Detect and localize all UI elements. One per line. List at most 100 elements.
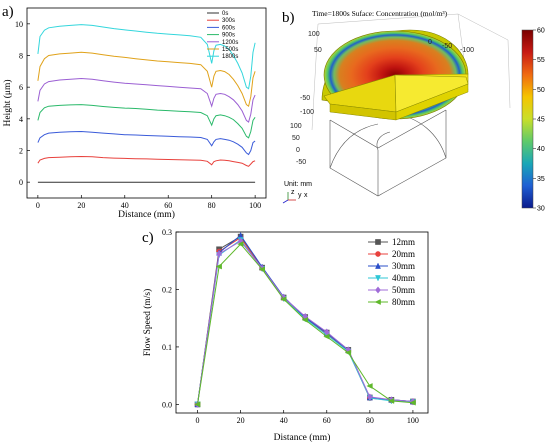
axis-y-label: y [298,192,302,199]
data-point-marker [280,296,287,303]
colorbar-tick-label: 60 [537,28,545,35]
tick-label: -50 [296,159,306,166]
axis-tick-labels: 0 -50 -100 100 50 -50 -100 100 50 0 -50 [290,31,474,166]
tick-label: 50 [292,135,300,142]
plot-frame-c [175,231,429,414]
legend-label: 1800s [222,54,238,60]
tick-label: -100 [460,47,474,54]
flow-speed-chart: c) 0.0 0.1 0.2 0.3 0 20 40 60 80 100 12mm 20mm 30m… [142,228,429,443]
chart-panel-c: c) 0.0 0.1 0.2 0.3 0 20 40 60 80 100 12mm 20mm 30m… [140,222,440,447]
x-tick-label: 0 [196,416,200,425]
plot-border-c [175,231,429,414]
wireframe-box [329,109,447,197]
x-tick-label: 40 [280,416,288,425]
y-tick-label: 8 [19,52,23,61]
series-line [197,239,413,405]
tick-label: 50 [314,47,322,54]
legend-label: 1500s [222,47,238,53]
data-point-marker [374,299,381,305]
legend-entry: 30mm [368,261,415,271]
data-point-marker [344,349,352,356]
colorbar-tick-label: 40 [537,146,545,153]
y-tick-label: 0.3 [162,228,172,237]
legend-entry: 20mm [368,249,415,259]
x-tick-label: 60 [164,201,172,210]
y-ticks-c: 0.0 0.1 0.2 0.3 [162,228,179,409]
legend-entry: 80mm [368,297,415,307]
colorbar [521,29,534,209]
legend-label: 600s [222,25,235,31]
data-point-marker [375,275,381,282]
legend-label: 20mm [392,249,415,259]
y-tick-label: 2 [19,147,23,156]
x-tick-label: 80 [208,201,216,210]
simulation-panel-b: b) Time=1800s Suface: Concentration (mol… [278,0,550,222]
y-tick-label: 10 [15,20,23,29]
tick-label: 100 [290,123,302,130]
legend-label: 0s [222,11,228,17]
x-tick-label: 0 [36,201,40,210]
legend-entry: 50mm [368,285,415,295]
legend-label: 50mm [392,285,415,295]
data-point-marker [215,263,222,270]
colorbar-tick-label: 50 [537,87,545,94]
legend-label: 900s [222,33,235,39]
tick-label: 100 [308,31,320,38]
x-ticks-c: 0 20 40 60 80 100 [196,410,419,425]
dome-model [321,29,469,121]
data-point-marker [194,401,201,408]
y-tick-label: 0.0 [162,400,172,409]
concentration-3d-render: b) Time=1800s Suface: Concentration (mol… [278,0,550,222]
data-point-marker [301,317,309,323]
y-tick-label: 0.1 [162,343,172,352]
x-axis-label-c: Distance (mm) [274,432,331,443]
series-50mm [194,237,416,408]
legend-label: 40mm [392,273,415,283]
panel-label-c: c) [142,230,154,246]
legend-label: 30mm [392,261,415,271]
series-40mm [194,237,416,408]
unit-label: Unit: mm [284,181,312,188]
series-line-1500s [37,51,256,108]
series-line-300s [37,155,256,167]
plot-frame-a [26,7,267,199]
data-point-marker [375,251,381,257]
colorbar-tick-label: 30 [537,206,545,213]
x-tick-label: 60 [323,416,331,425]
x-ticks-a: 0 20 40 60 80 100 [36,195,261,210]
series-80mm [194,241,416,408]
axis-z-label: z [291,189,295,196]
data-point-marker [258,266,265,273]
x-tick-label: 40 [121,201,129,210]
data-point-marker [366,393,373,401]
colorbar-tick-label: 35 [537,176,545,183]
x-tick-label: 20 [237,416,245,425]
legend-c: 12mm 20mm 30mm 40mm 50mm 80mm [368,237,415,307]
colorbar-tick-label: 45 [537,117,545,124]
simulation-title: Time=1800s Suface: Concentration (mol/m³… [312,9,448,18]
data-point-marker [375,239,381,245]
y-tick-label: 0 [19,178,23,187]
series-lines-a [37,24,256,183]
y-tick-label: 0.2 [162,285,172,294]
y-axis-label-c: Flow Speed (m/s) [142,289,153,357]
data-point-marker [237,241,244,247]
series-lines-c [194,231,416,408]
panel-label-a: a) [2,4,14,20]
x-axis-label-a: Distance (mm) [118,209,175,220]
tick-label: 0 [428,39,432,46]
series-line-1200s [37,77,256,123]
y-axis-label-a: Height (μm) [2,79,13,126]
data-point-marker [387,398,395,404]
tick-label: 0 [296,147,300,154]
tick-label: -50 [442,43,452,50]
x-tick-label: 80 [366,416,374,425]
axis-x-label: x [304,192,308,199]
data-point-marker [375,262,381,269]
tick-label: -100 [300,109,314,116]
data-point-marker [216,250,222,258]
legend-label: 300s [222,18,235,24]
x-tick-label: 100 [249,201,261,210]
